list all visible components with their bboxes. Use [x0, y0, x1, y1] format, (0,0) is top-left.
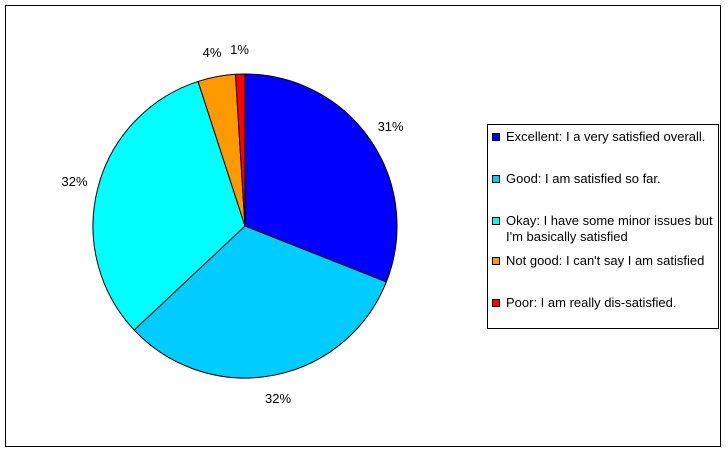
pie-value-label-excellent: 31%: [378, 119, 404, 134]
legend-swatch-not-good: [492, 257, 500, 265]
legend: Excellent: I a very satisfied overall. G…: [487, 124, 719, 329]
pie-slice-excellent: [244, 73, 398, 283]
legend-swatch-okay: [492, 217, 500, 225]
legend-swatch-poor: [492, 299, 500, 307]
legend-label-excellent: Excellent: I a very satisfied overall.: [506, 129, 706, 144]
legend-label-poor: Poor: I am really dis-satisfied.: [506, 295, 677, 310]
legend-swatch-good: [492, 175, 500, 183]
pie-slices: [92, 73, 398, 379]
pie-slice-good: [133, 225, 387, 379]
legend-label-okay: Okay: I have some minor issues but I'm b…: [506, 213, 713, 244]
pie-slice-poor: [234, 73, 246, 227]
pie-value-label-poor: 1%: [230, 42, 249, 57]
pie-value-labels: 31% 32% 32% 4% 1%: [61, 42, 404, 406]
legend-label-not-good: Not good: I can't say I am satisfied: [506, 253, 705, 268]
legend-swatch-excellent: [492, 133, 500, 141]
pie-value-label-not-good: 4%: [203, 45, 222, 60]
legend-label-good: Good: I am satisfied so far.: [506, 171, 661, 186]
pie-value-label-good: 32%: [265, 391, 291, 406]
pie-slice-okay: [92, 80, 246, 331]
pie-value-label-okay: 32%: [61, 174, 87, 189]
